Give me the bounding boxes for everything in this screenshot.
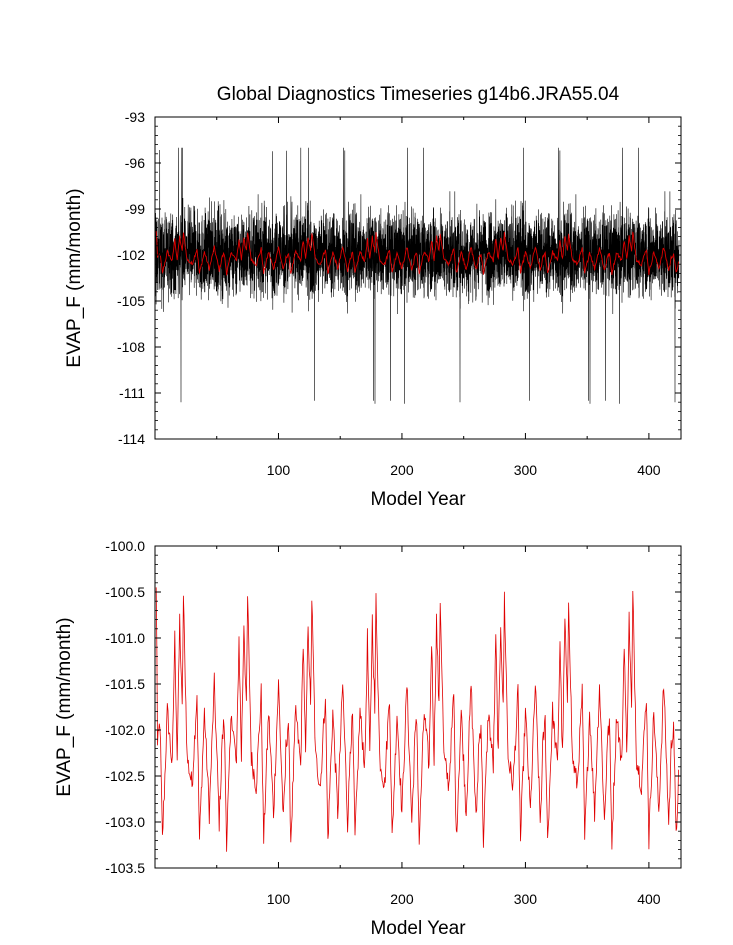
bottom-y-tick-label: -102.0 — [105, 722, 145, 738]
top-x-axis: 100 200 300 400 — [216, 117, 661, 478]
bottom-y-tick-label: -102.5 — [105, 768, 145, 784]
top-y-tick-label: -114 — [118, 431, 145, 447]
top-y-tick-label: -93 — [125, 109, 145, 125]
top-x-axis-label: Model Year — [370, 489, 466, 510]
top-y-axis-label: EVAP_F (mm/month) — [64, 188, 85, 367]
bottom-y-axis-label: EVAP_F (mm/month) — [54, 617, 75, 796]
top-y-tick-label: -111 — [119, 385, 145, 401]
bottom-y-tick-label: -100.0 — [105, 538, 145, 554]
bottom-annual-series — [155, 587, 679, 852]
top-x-tick-label: 400 — [637, 462, 661, 478]
top-monthly-series — [155, 147, 680, 404]
bottom-y-tick-label: -103.0 — [105, 814, 145, 830]
top-y-tick-label: -99 — [125, 201, 145, 217]
top-annual-line — [155, 231, 679, 276]
bottom-panel: -103.5 -103.0 -102.5 -102.0 -101.5 -101.0 -100… — [54, 538, 682, 939]
top-y-tick-label: -105 — [117, 293, 145, 309]
top-panel: -114 -111 -108 -105 -102 -99 -96 -93 100 200 300 4… — [64, 109, 682, 510]
bottom-y-tick-label: -103.5 — [105, 860, 145, 876]
top-y-tick-label: -102 — [117, 247, 145, 263]
bottom-annual-line — [155, 587, 679, 852]
bottom-y-axis: -103.5 -103.0 -102.5 -102.0 -101.5 -101.0 -100… — [105, 538, 681, 876]
bottom-x-axis: 100 200 300 400 — [216, 546, 661, 907]
top-y-axis: -114 -111 -108 -105 -102 -99 -96 -93 — [117, 109, 681, 447]
bottom-y-tick-label: -100.5 — [105, 584, 145, 600]
bottom-x-tick-label: 100 — [267, 891, 291, 907]
bottom-plot-frame — [154, 545, 682, 869]
top-x-tick-label: 100 — [267, 462, 291, 478]
top-y-tick-label: -96 — [125, 155, 145, 171]
top-plot-frame — [154, 116, 682, 440]
bottom-x-tick-label: 300 — [514, 891, 538, 907]
page-title: Global Diagnostics Timeseries g14b6.JRA5… — [216, 84, 620, 105]
bottom-x-tick-label: 400 — [637, 891, 661, 907]
top-y-tick-label: -108 — [117, 339, 145, 355]
top-annual-series — [155, 231, 679, 276]
bottom-x-axis-label: Model Year — [370, 918, 466, 939]
bottom-y-tick-label: -101.5 — [105, 676, 145, 692]
top-x-tick-label: 200 — [390, 462, 414, 478]
bottom-x-tick-label: 200 — [390, 891, 414, 907]
top-monthly-line — [155, 147, 680, 404]
top-x-tick-label: 300 — [514, 462, 538, 478]
bottom-y-tick-label: -101.0 — [105, 630, 145, 646]
